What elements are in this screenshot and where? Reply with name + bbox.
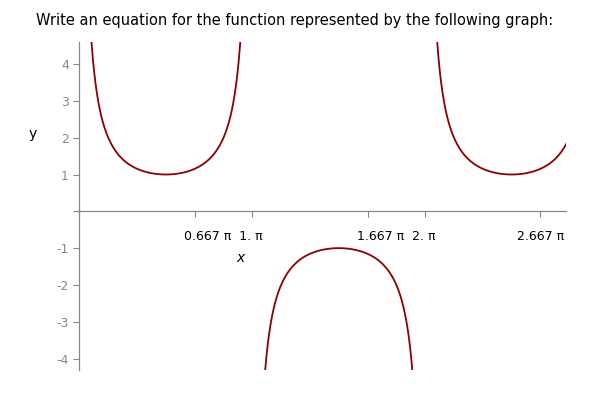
Text: x: x: [236, 251, 244, 265]
Text: y: y: [28, 127, 37, 141]
Text: 1.667 π  2. π: 1.667 π 2. π: [357, 231, 435, 244]
Text: 0.667 π  1. π: 0.667 π 1. π: [184, 231, 263, 244]
Text: 2.667 π: 2.667 π: [517, 231, 564, 244]
Text: Write an equation for the function represented by the following graph:: Write an equation for the function repre…: [37, 13, 553, 28]
